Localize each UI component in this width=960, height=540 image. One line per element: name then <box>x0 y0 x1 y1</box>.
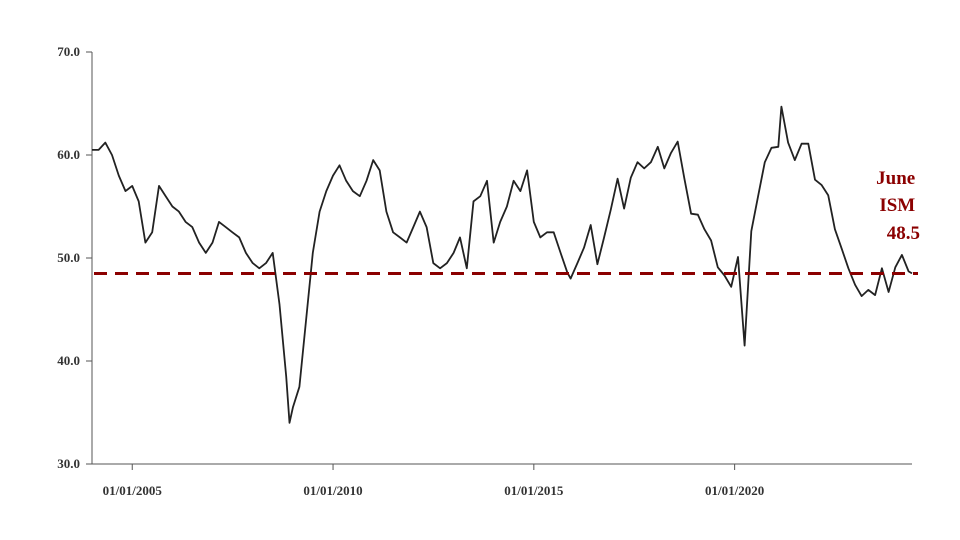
x-tick-label: 01/01/2010 <box>303 483 362 498</box>
y-tick-label: 60.0 <box>57 147 80 162</box>
x-axis-ticks: 01/01/2005 01/01/2010 01/01/2015 01/01/2020 <box>103 464 764 498</box>
june-ism-annotation: June ISM 48.5 <box>876 168 920 244</box>
ism-series-line <box>92 105 913 424</box>
annotation-line-ism: ISM <box>879 195 915 216</box>
x-tick-label: 01/01/2015 <box>504 483 564 498</box>
x-tick-label: 01/01/2005 <box>103 483 163 498</box>
annotation-line-june: June <box>876 168 915 189</box>
x-tick-label: 01/01/2020 <box>705 483 764 498</box>
annotation-line-value: 48.5 <box>887 223 920 244</box>
y-tick-label: 40.0 <box>57 353 80 368</box>
y-tick-label: 70.0 <box>57 44 80 59</box>
y-axis-ticks: 30.0 40.0 50.0 60.0 70.0 <box>57 44 92 471</box>
y-tick-label: 30.0 <box>57 456 80 471</box>
axes <box>91 52 912 465</box>
y-tick-label: 50.0 <box>57 250 80 265</box>
